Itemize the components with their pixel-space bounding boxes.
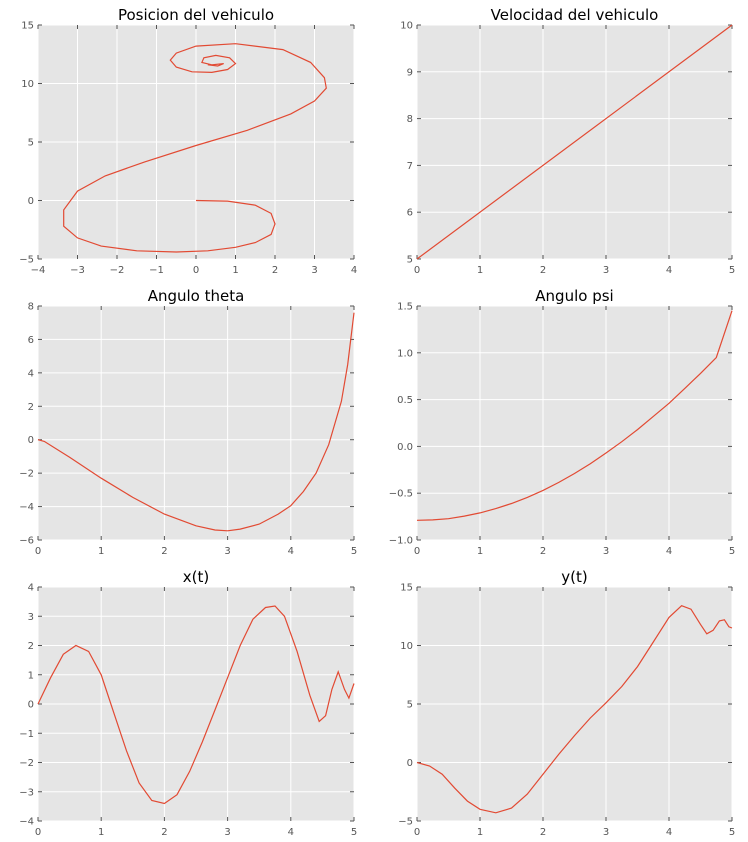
x-tick-label: 5 [351,546,357,557]
plot-title: x(t) [183,568,209,586]
plot-title: Velocidad del vehiculo [491,6,659,24]
x-tick-label: 4 [666,546,672,557]
data-line [416,605,733,814]
plot-title: Angulo psi [535,287,613,305]
x-tick-label: 3 [603,827,609,838]
x-tick-label: 4 [666,827,672,838]
y-tick-label: 2 [28,641,34,652]
x-tick-label: 5 [729,827,735,838]
y-tick-label: −6 [19,536,34,547]
y-tick-label: 6 [28,335,34,346]
plot-title: y(t) [561,568,587,586]
y-tick-label: −4 [19,502,34,513]
x-tick-label: −1 [149,265,164,276]
x-tick-label: 5 [729,546,735,557]
plot-x-t: 0 1 2 3 4 5 −4 −3 −2 −1 0 1 2 3 4 x(t) [19,568,357,838]
y-tick-label: 5 [407,255,413,266]
x-tick-label: 2 [540,827,546,838]
x-tick-label: 5 [729,265,735,276]
x-tick-label: 1 [477,827,483,838]
x-tick-label: 3 [311,265,317,276]
x-tick-label: −2 [110,265,125,276]
x-tick-label: 2 [540,546,546,557]
y-tick-label: 10 [21,79,34,90]
data-line [416,310,733,521]
y-tick-label: 8 [28,302,34,313]
x-tick-label: 0 [414,827,420,838]
y-tick-label: 10 [400,21,413,32]
plot-title: Angulo theta [148,287,245,305]
y-tick-label: 0 [28,196,34,207]
x-tick-label: 4 [288,827,294,838]
x-tick-label: 3 [603,546,609,557]
y-tick-label: −0.5 [389,489,413,500]
x-tick-label: 2 [161,827,167,838]
y-tick-label: 7 [407,161,413,172]
x-tick-label: 1 [477,546,483,557]
x-tick-label: 1 [98,827,104,838]
y-tick-label: 2 [28,402,34,413]
data-line [37,605,355,805]
y-tick-label: 6 [407,208,413,219]
y-tick-label: −5 [398,817,413,828]
x-tick-label: 4 [666,265,672,276]
data-line [416,24,733,260]
y-tick-label: 0 [28,700,34,711]
x-tick-label: 2 [540,265,546,276]
y-tick-label: 0 [407,758,413,769]
y-tick-label: 5 [28,138,34,149]
data-line [37,312,355,532]
y-tick-label: 15 [21,21,34,32]
y-tick-label: 4 [28,368,34,379]
y-tick-label: −3 [19,787,34,798]
y-tick-label: 0 [28,435,34,446]
y-tick-label: 9 [407,67,413,78]
y-tick-label: 4 [28,583,34,594]
x-tick-label: 2 [161,546,167,557]
x-tick-label: 1 [477,265,483,276]
y-tick-label: 0.0 [397,442,413,453]
y-tick-label: 10 [400,641,413,652]
y-tick-label: 8 [407,114,413,125]
x-tick-label: −3 [70,265,85,276]
x-tick-label: 0 [414,546,420,557]
y-tick-label: 5 [407,700,413,711]
x-tick-label: 4 [351,265,357,276]
plot-area [417,306,732,540]
y-tick-label: −5 [19,255,34,266]
y-tick-label: 3 [28,612,34,623]
y-tick-label: −1 [19,729,34,740]
y-tick-label: −2 [19,469,34,480]
plot-angulo-psi: 0 1 2 3 4 5 −1.0 −0.5 0.0 0.5 1.0 1.5 Angulo psi [389,287,735,557]
plot-title: Posicion del vehiculo [118,6,274,24]
data-line [63,43,327,253]
x-tick-label: 0 [35,827,41,838]
x-tick-label: 5 [351,827,357,838]
x-tick-label: 3 [224,546,230,557]
y-tick-label: −4 [19,817,34,828]
x-tick-label: 1 [232,265,238,276]
plot-angulo-theta: 0 1 2 3 4 5 −6 −4 −2 0 2 4 6 8 Angulo theta [19,287,357,557]
x-tick-label: 0 [193,265,199,276]
plot-area [38,306,354,540]
y-tick-label: 15 [400,583,413,594]
x-tick-label: 3 [224,827,230,838]
y-tick-label: −1.0 [389,536,413,547]
y-tick-label: 0.5 [397,395,413,406]
plot-velocidad-del-vehiculo: 0 1 2 3 4 5 5 6 7 8 9 10 Velocidad del vehiculo [400,6,735,276]
x-tick-label: 0 [414,265,420,276]
x-tick-label: 1 [98,546,104,557]
plot-posicion-del-vehiculo: −4 −3 −2 −1 0 1 2 3 4 −5 0 5 10 15 Posicion del vehicu… [19,6,357,276]
y-tick-label: 1.5 [397,302,413,313]
y-tick-label: 1.0 [397,348,413,359]
x-tick-label: −4 [31,265,46,276]
x-tick-label: 4 [288,546,294,557]
y-tick-label: 1 [28,670,34,681]
x-tick-label: 2 [272,265,278,276]
y-tick-label: −2 [19,758,34,769]
x-tick-label: 0 [35,546,41,557]
x-tick-label: 3 [603,265,609,276]
